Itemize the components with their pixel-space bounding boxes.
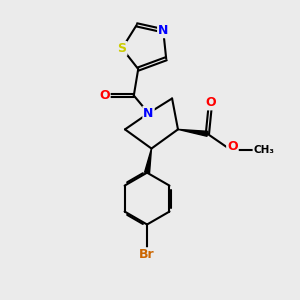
Text: Br: Br bbox=[139, 248, 155, 261]
Text: O: O bbox=[227, 140, 238, 153]
Text: S: S bbox=[118, 42, 127, 55]
Text: N: N bbox=[143, 107, 154, 120]
Polygon shape bbox=[145, 148, 152, 173]
Polygon shape bbox=[178, 129, 208, 136]
Text: O: O bbox=[205, 96, 216, 110]
Text: N: N bbox=[158, 24, 168, 37]
Text: O: O bbox=[99, 89, 110, 102]
Text: CH₃: CH₃ bbox=[254, 145, 274, 155]
